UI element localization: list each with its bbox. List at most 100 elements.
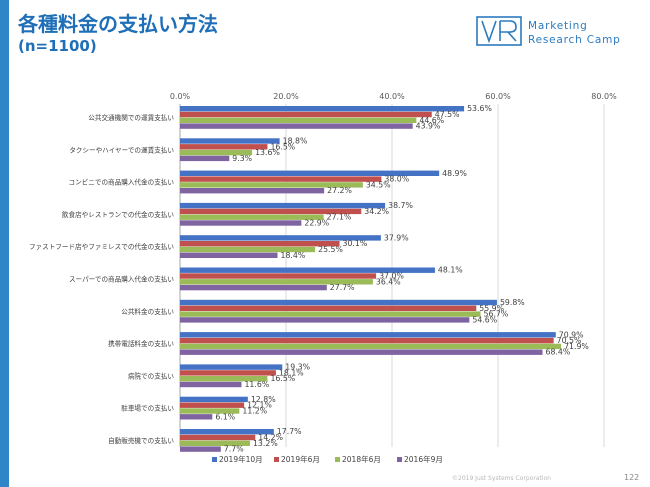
bar — [180, 123, 413, 129]
category-label: ファストフード店やファミレスでの代金の支払い — [29, 242, 174, 251]
bar — [180, 402, 245, 408]
bar — [180, 214, 324, 220]
bar — [180, 381, 242, 388]
logo-mark-icon — [476, 16, 522, 46]
x-tick-label: 80.0% — [591, 92, 617, 101]
category-label: コンビニでの商品購入代金の支払い — [69, 178, 175, 187]
data-label: 27.7% — [330, 283, 355, 292]
logo-text: Marketing Research Camp — [528, 19, 621, 47]
bar — [180, 364, 283, 370]
bar — [180, 144, 268, 150]
bar — [180, 414, 213, 420]
bar — [180, 273, 377, 279]
x-tick-label: 60.0% — [485, 92, 511, 101]
bar — [180, 429, 274, 435]
legend-label: 2019年6月 — [281, 454, 320, 464]
data-label: 12.8% — [251, 395, 276, 404]
data-label: 9.3% — [232, 154, 252, 163]
bar — [180, 117, 417, 123]
bar — [180, 188, 325, 194]
bar — [180, 241, 340, 247]
data-label: 12.1% — [247, 401, 272, 410]
bar — [180, 235, 381, 241]
category-label: 駐車場での支払い — [121, 404, 174, 413]
logo-line-2: Research Camp — [528, 34, 621, 46]
bar — [180, 299, 497, 306]
data-label: 6.1% — [215, 412, 235, 421]
bar — [180, 111, 432, 118]
category-label: 携帯電話料金の支払い — [108, 339, 174, 348]
data-label: 38.7% — [388, 201, 413, 210]
x-tick-label: 0.0% — [170, 92, 191, 101]
data-label: 7.7% — [224, 445, 244, 454]
data-label: 71.9% — [564, 342, 589, 351]
data-label: 16.5% — [270, 142, 295, 151]
bar — [180, 370, 276, 376]
category-label: 飲食店やレストランでの代金の支払い — [62, 210, 174, 219]
bar — [180, 246, 316, 253]
bar — [180, 317, 470, 323]
legend-swatch — [274, 457, 279, 462]
bar — [180, 267, 435, 273]
data-label: 55.9% — [479, 304, 504, 313]
legend-swatch — [397, 457, 402, 462]
bar — [180, 138, 280, 144]
category-label: 公共交通機関での運賃支払い — [88, 113, 174, 122]
data-label: 48.9% — [442, 169, 467, 178]
bar — [180, 182, 363, 188]
left-accent-strip — [0, 0, 9, 487]
data-label: 48.1% — [438, 266, 463, 275]
bar — [180, 170, 440, 176]
data-label: 14.2% — [258, 433, 283, 442]
x-tick-label: 20.0% — [273, 92, 299, 101]
bar — [180, 396, 248, 403]
bar — [180, 311, 481, 317]
bar — [180, 279, 373, 285]
data-label: 27.2% — [327, 186, 352, 195]
bar — [180, 149, 253, 156]
category-label: 病院での支払い — [128, 371, 175, 380]
bar — [180, 252, 278, 258]
legend-swatch — [212, 457, 217, 462]
legend-label: 2018年6月 — [342, 454, 381, 464]
brand-logo: Marketing Research Camp — [476, 16, 636, 50]
data-label: 22.9% — [304, 219, 329, 228]
category-label: スーパーでの商品購入代金の支払い — [69, 275, 174, 284]
data-label: 13.2% — [253, 439, 278, 448]
legend-label: 2019年10月 — [219, 454, 263, 464]
category-label: 自動販売機での支払い — [108, 436, 174, 445]
bar — [180, 332, 556, 338]
legend-label: 2016年9月 — [404, 454, 443, 464]
data-label: 47.5% — [435, 110, 460, 119]
data-label: 56.7% — [484, 310, 509, 319]
data-label: 18.8% — [283, 137, 308, 146]
data-label: 11.6% — [244, 380, 269, 389]
bar — [180, 343, 562, 350]
data-label: 34.2% — [364, 207, 389, 216]
bar — [180, 349, 543, 355]
data-label: 19.3% — [285, 363, 310, 372]
footer-copyright: ©2019 Just Systems Corporation — [452, 475, 551, 482]
x-tick-label: 40.0% — [379, 92, 405, 101]
legend-swatch — [335, 457, 340, 462]
category-label: タクシーやハイヤーでの運賃支払い — [69, 145, 174, 154]
bar — [180, 434, 256, 441]
category-label: 公共料金の支払い — [121, 307, 174, 316]
data-label: 53.6% — [467, 104, 492, 113]
bar — [180, 202, 386, 209]
data-label: 27.1% — [327, 213, 352, 222]
data-label: 59.8% — [500, 298, 525, 307]
bar — [180, 305, 477, 311]
bar — [180, 376, 268, 382]
bar — [180, 220, 302, 226]
data-label: 70.9% — [559, 330, 584, 339]
bar — [180, 440, 250, 446]
page-number: 122 — [624, 473, 640, 482]
bar — [180, 208, 362, 215]
data-label: 37.9% — [384, 233, 409, 242]
data-label: 25.5% — [318, 245, 343, 254]
bar — [180, 155, 230, 162]
data-label: 34.5% — [366, 180, 391, 189]
data-label: 30.1% — [343, 239, 368, 248]
